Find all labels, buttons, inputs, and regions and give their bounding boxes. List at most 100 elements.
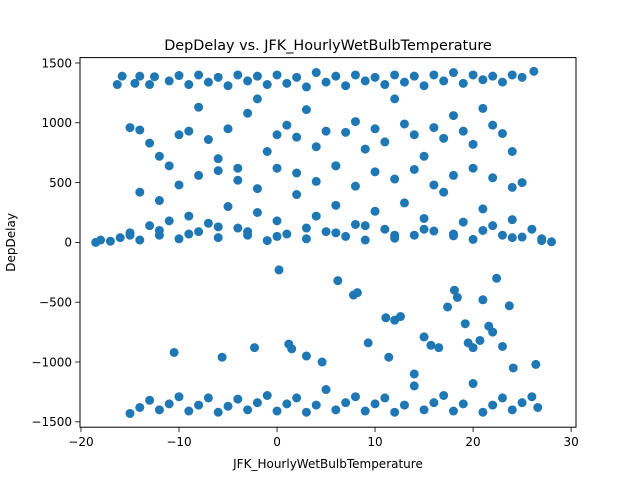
scatter-point: [301, 105, 311, 115]
scatter-point: [452, 292, 462, 302]
scatter-point: [135, 71, 145, 81]
scatter-point: [380, 393, 390, 403]
scatter-point: [213, 154, 223, 164]
scatter-point: [333, 276, 343, 286]
scatter-point: [321, 77, 331, 87]
scatter-point: [184, 211, 194, 221]
scatter-point: [449, 285, 459, 295]
scatter-point: [546, 237, 556, 247]
scatter-point: [409, 369, 419, 379]
scatter-point: [262, 80, 272, 90]
scatter-point: [252, 398, 262, 408]
scatter-point: [223, 202, 233, 212]
scatter-point: [341, 231, 351, 241]
y-tick-label: −1500: [31, 415, 72, 429]
scatter-point: [125, 408, 135, 418]
y-tick-label: 0: [64, 236, 72, 250]
scatter-point: [174, 71, 184, 81]
scatter-point: [419, 405, 429, 415]
scatter-point: [488, 71, 498, 81]
scatter-point: [363, 338, 373, 348]
scatter-point: [478, 75, 488, 85]
scatter-point: [145, 221, 155, 231]
scatter-point: [203, 77, 213, 87]
scatter-point: [292, 168, 302, 178]
y-tick-label: 500: [49, 176, 72, 190]
scatter-point: [311, 68, 321, 78]
scatter-point: [164, 161, 174, 171]
scatter-point: [350, 219, 360, 229]
x-tick-label: −20: [68, 435, 93, 449]
scatter-point: [439, 133, 449, 143]
scatter-point: [537, 236, 547, 246]
scatter-point: [135, 187, 145, 197]
scatter-point: [488, 400, 498, 410]
scatter-point: [135, 402, 145, 412]
scatter-point: [252, 208, 262, 217]
scatter-point: [380, 224, 390, 234]
scatter-point: [117, 71, 127, 81]
scatter-point: [448, 111, 458, 121]
y-axis: −1500 −1000 −500 0 500 1000 1500: [31, 56, 80, 429]
scatter-point: [311, 400, 321, 410]
scatter-point: [381, 313, 391, 323]
scatter-point: [458, 217, 468, 227]
scatter-point: [223, 401, 233, 411]
scatter-point: [468, 163, 478, 173]
scatter-point: [311, 176, 321, 186]
scatter-point: [507, 147, 517, 156]
scatter-point: [439, 76, 449, 86]
scatter-point: [213, 222, 223, 232]
scatter-point: [252, 71, 262, 81]
scatter-point: [507, 215, 517, 225]
scatter-point: [478, 407, 488, 417]
x-tick-label: 20: [465, 435, 480, 449]
scatter-point: [507, 70, 517, 80]
scatter-point: [154, 151, 164, 161]
scatter-point: [350, 70, 360, 80]
scatter-point: [301, 407, 311, 417]
scatter-point: [321, 385, 331, 395]
scatter-point: [429, 70, 439, 80]
chart-title: DepDelay vs. JFK_HourlyWetBulbTemperatur…: [164, 38, 492, 54]
scatter-point: [529, 66, 539, 76]
scatter-point: [390, 230, 400, 240]
scatter-point: [292, 72, 302, 82]
scatter-point: [154, 405, 164, 415]
scatter-point: [429, 180, 439, 190]
scatter-point: [184, 126, 194, 136]
scatter-point: [478, 295, 488, 305]
scatter-point: [517, 232, 527, 242]
scatter-point: [517, 72, 527, 82]
scatter-point: [301, 82, 311, 92]
x-axis: −20 −10 0 10 20 30: [68, 427, 579, 449]
scatter-point: [174, 392, 184, 402]
scatter-point: [272, 216, 282, 226]
scatter-point: [399, 198, 409, 208]
scatter-point: [533, 402, 543, 412]
scatter-point: [331, 405, 341, 415]
scatter-point: [390, 407, 400, 417]
scatter-point: [350, 181, 360, 191]
scatter-point: [370, 124, 380, 134]
scatter-point: [301, 351, 311, 361]
scatter-point: [468, 234, 478, 244]
scatter-point: [527, 224, 537, 234]
scatter-point: [252, 184, 262, 194]
scatter-point: [439, 187, 449, 197]
scatter-point: [439, 391, 449, 400]
scatter-point: [249, 343, 259, 353]
x-tick-label: 30: [563, 435, 578, 449]
scatter-point: [154, 196, 164, 206]
scatter-point: [272, 130, 282, 140]
x-tick-label: 10: [367, 435, 382, 449]
scatter-point: [272, 231, 282, 241]
scatter-point: [497, 341, 507, 351]
scatter-point: [184, 229, 194, 239]
scatter-point: [96, 235, 106, 245]
scatter-point: [419, 151, 429, 161]
scatter-point: [475, 335, 485, 345]
scatter-point: [409, 130, 419, 140]
scatter-point: [390, 70, 400, 80]
scatter-point: [262, 147, 272, 156]
